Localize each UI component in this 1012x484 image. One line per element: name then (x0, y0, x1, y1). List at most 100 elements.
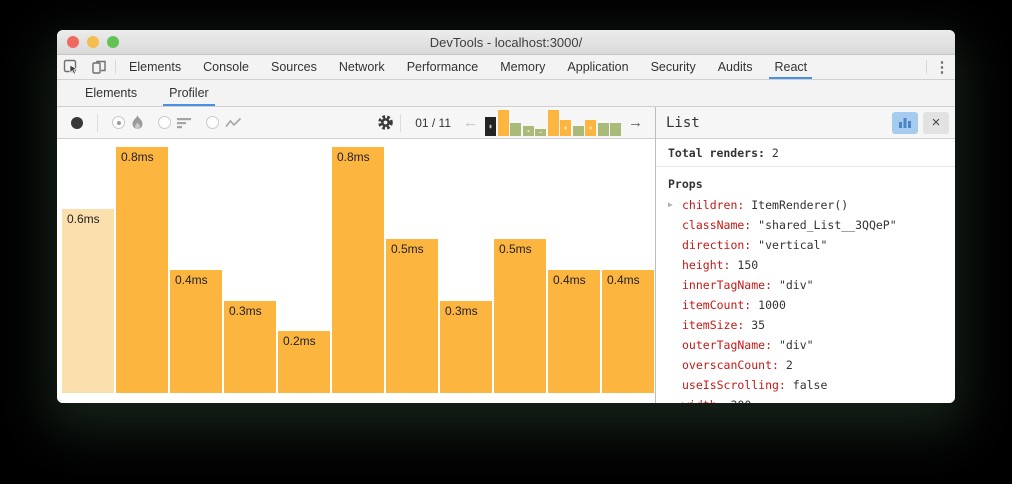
commit-bar-1-selected[interactable]: 0.6ms (62, 209, 114, 393)
tab-console[interactable]: Console (203, 60, 249, 74)
tab-elements[interactable]: Elements (129, 60, 182, 74)
prop-value: 300 (730, 398, 751, 403)
minimap-commit-5[interactable] (535, 129, 546, 136)
prop-value: "shared_List__3QQeP" (758, 218, 897, 232)
commit-bar-3[interactable]: 0.4ms (170, 270, 222, 393)
prop-row-outerTagName: outerTagName: "div" (668, 335, 943, 355)
tab-performance[interactable]: Performance (406, 60, 479, 74)
tab-react[interactable]: React (763, 55, 818, 79)
component-renders-chart-icon[interactable] (892, 111, 918, 134)
react-panel-content: 01 / 11 ← → 0.6ms 0.8ms 0.4ms 0.3ms 0.2ms 0.8… (57, 107, 955, 403)
tab-bar-spacer (818, 55, 924, 79)
react-subtabs: Elements Profiler (69, 80, 225, 106)
commit-bar-label: 0.2ms (283, 334, 316, 348)
minimap-commit-4[interactable] (522, 126, 534, 136)
commit-bar-11[interactable]: 0.4ms (602, 270, 654, 393)
close-details-icon[interactable]: × (923, 111, 949, 134)
commit-bar-label: 0.8ms (121, 150, 154, 164)
minimap-commit-2[interactable] (497, 110, 509, 136)
tab-memory[interactable]: Memory (500, 60, 546, 74)
interactions-view-radio[interactable] (206, 116, 219, 129)
commit-bar-4[interactable]: 0.3ms (224, 301, 276, 393)
more-options-icon[interactable]: ⋮ (934, 59, 950, 76)
commit-bar-label: 0.8ms (337, 150, 370, 164)
device-toolbar-icon[interactable] (85, 55, 113, 79)
title-bar: DevTools - localhost:3000/ (57, 30, 955, 55)
close-window-button[interactable] (67, 36, 79, 48)
minimize-window-button[interactable] (87, 36, 99, 48)
separator (400, 113, 402, 132)
commit-minimap[interactable] (485, 109, 621, 136)
traffic-lights (67, 36, 119, 48)
commit-bar-7[interactable]: 0.5ms (386, 239, 438, 393)
tab-application[interactable]: Application (567, 60, 629, 74)
commit-bar-6[interactable]: 0.8ms (332, 147, 384, 393)
interactions-chart-icon[interactable] (225, 117, 242, 129)
react-subtab-bar: Elements Profiler (57, 80, 955, 107)
prop-row-height: height: 150 (668, 255, 943, 275)
prop-value: 2 (785, 358, 793, 372)
minimap-commit-1-selected[interactable] (485, 117, 496, 136)
inspect-element-icon[interactable] (57, 55, 85, 79)
ranked-view-radio[interactable] (158, 116, 171, 129)
prop-key: itemSize: (682, 318, 752, 332)
next-commit-arrow[interactable]: → (628, 114, 643, 131)
prop-key: useIsScrolling: (682, 378, 793, 392)
props-heading: Props (668, 177, 703, 191)
subtab-elements[interactable]: Elements (85, 86, 138, 100)
prop-key: itemCount: (682, 298, 759, 312)
flamegraph-view-radio[interactable] (112, 116, 125, 129)
prop-value: 35 (751, 318, 766, 332)
zoom-window-button[interactable] (107, 36, 119, 48)
prop-key: height: (682, 258, 738, 272)
tab-audits[interactable]: Audits (717, 60, 753, 74)
commit-bar-2[interactable]: 0.8ms (116, 147, 168, 393)
tab-sources[interactable]: Sources (270, 60, 317, 74)
tab-network[interactable]: Network (338, 60, 385, 74)
prop-row-innerTagName: innerTagName: "div" (668, 275, 943, 295)
commit-bar-label: 0.4ms (607, 273, 640, 287)
commit-bar-chart: 0.6ms 0.8ms 0.4ms 0.3ms 0.2ms 0.8ms 0.5ms 0.3ms… (57, 139, 655, 403)
separator (926, 60, 927, 74)
minimap-commit-11[interactable] (610, 123, 621, 136)
commit-bar-8[interactable]: 0.3ms (440, 301, 492, 393)
ranked-chart-icon[interactable] (177, 117, 192, 129)
separator (115, 60, 116, 74)
total-renders-value: 2 (771, 146, 779, 160)
prop-value: false (792, 378, 828, 392)
minimap-commit-3[interactable] (510, 123, 521, 136)
profiler-settings-gear-icon[interactable] (377, 114, 394, 131)
record-button[interactable] (71, 116, 83, 129)
prop-key: className: (682, 218, 759, 232)
commit-bar-label: 0.6ms (67, 212, 100, 226)
prop-value: "div" (778, 338, 814, 352)
tab-security[interactable]: Security (650, 60, 696, 74)
minimap-commit-7[interactable] (560, 120, 571, 136)
prop-row-itemCount: itemCount: 1000 (668, 295, 943, 315)
devtools-tab-bar: Elements Console Sources Network Performance… (57, 55, 955, 80)
minimap-commit-8[interactable] (572, 126, 584, 136)
profiler-pane: 01 / 11 ← → 0.6ms 0.8ms 0.4ms 0.3ms 0.2ms 0.8… (57, 107, 655, 403)
prop-row-className: className: "shared_List__3QQeP" (668, 215, 943, 235)
commit-bar-10[interactable]: 0.4ms (548, 270, 600, 393)
devtools-window: DevTools - localhost:3000/ Elements Conso… (57, 30, 955, 403)
prop-row-children[interactable]: ▶ children: ItemRenderer() (668, 195, 943, 215)
prop-key: direction: (682, 238, 759, 252)
prop-value: ItemRenderer() (751, 198, 849, 212)
minimap-commit-6[interactable] (547, 110, 559, 136)
subtab-profiler[interactable]: Profiler (153, 80, 225, 106)
props-list: ▶ children: ItemRenderer() className: "sha… (668, 195, 943, 403)
prev-commit-arrow[interactable]: ← (463, 114, 478, 131)
separator (97, 113, 98, 132)
flamegraph-icon[interactable] (131, 115, 144, 130)
component-name: List (666, 114, 700, 131)
commit-bar-5[interactable]: 0.2ms (278, 331, 330, 393)
minimap-commit-10[interactable] (597, 123, 609, 136)
expand-arrow-icon[interactable]: ▶ (668, 200, 673, 209)
commit-bar-9[interactable]: 0.5ms (494, 239, 546, 393)
prop-value: 150 (737, 258, 759, 272)
minimap-commit-9[interactable] (585, 120, 596, 136)
window-title: DevTools - localhost:3000/ (429, 35, 583, 50)
prop-key: innerTagName: (682, 278, 779, 292)
component-details-header: List × (656, 107, 955, 139)
